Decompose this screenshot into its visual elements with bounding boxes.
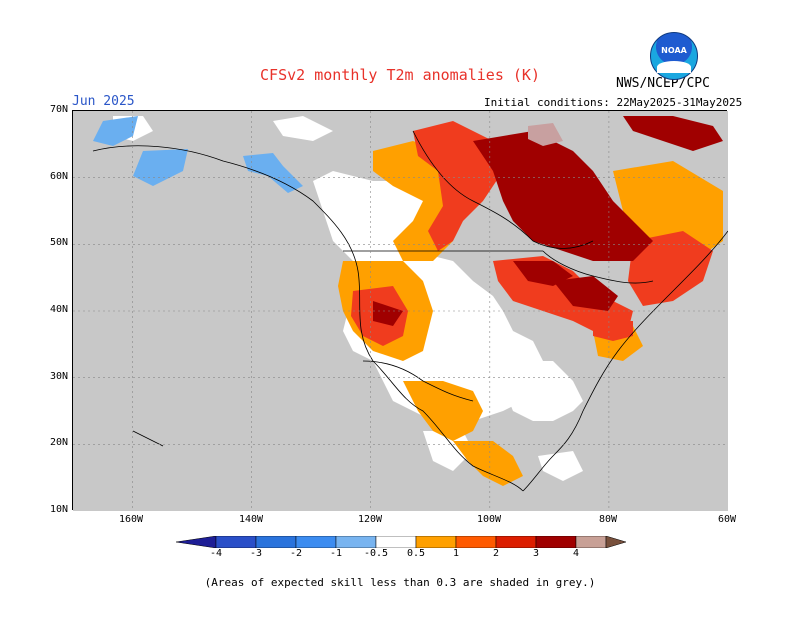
lat-tick-60n: 60N [49,171,68,182]
logo-bird-shape [657,61,691,73]
lon-tick-140w: 140W [238,514,264,525]
skill-footnote: (Areas of expected skill less than 0.3 a… [204,576,596,589]
cbar-label-p05: 0.5 [406,548,426,559]
lat-tick-50n: 50N [49,237,68,248]
lon-tick-100w: 100W [476,514,502,525]
cbar-bin-5 [375,536,417,548]
warm-anomaly-rose [528,123,563,146]
cbar-label-p1: 1 [452,548,460,559]
lon-tick-160w: 160W [118,514,144,525]
lat-tick-20n: 20N [49,437,68,448]
lon-tick-80w: 80W [598,514,618,525]
anomaly-map [72,110,729,511]
cbar-label-p3: 3 [532,548,540,559]
cbar-bin-1 [215,536,257,548]
cbar-bin-8 [495,536,537,548]
lat-tick-10n: 10N [49,504,68,515]
cbar-bin-10 [575,536,607,548]
cbar-label-p2: 2 [492,548,500,559]
cbar-bin-3 [295,536,337,548]
lat-tick-30n: 30N [49,371,68,382]
lat-tick-70n: 70N [49,104,68,115]
noaa-logo-icon: NOAA [650,32,698,80]
cbar-arrow-left [176,536,217,548]
cbar-label-m1: -1 [329,548,343,559]
initial-conditions: Initial conditions: 22May2025-31May2025 [484,96,743,109]
cbar-bin-6 [415,536,457,548]
logo-text: NOAA [661,46,687,55]
agency-label: NWS/NCEP/CPC [616,76,710,91]
color-bar [176,536,626,548]
cool-anomaly-regions [93,116,303,193]
cbar-label-p4: 4 [572,548,580,559]
lon-tick-120w: 120W [357,514,383,525]
cbar-bin-9 [535,536,577,548]
chart-title: CFSv2 monthly T2m anomalies (K) [260,66,540,84]
cbar-label-m4: -4 [209,548,223,559]
warm-anomaly-darkred [373,116,723,326]
warm-anomaly-orange [338,141,723,486]
cbar-bin-2 [255,536,297,548]
cbar-label-m3: -3 [249,548,263,559]
cbar-bin-4 [335,536,377,548]
coastlines [92,130,729,492]
warm-anomaly-red [351,121,713,346]
lon-tick-60w: 60W [717,514,737,525]
lat-tick-40n: 40N [49,304,68,315]
cbar-label-m2: -2 [289,548,303,559]
cbar-bin-7 [455,536,497,548]
graticule [73,111,728,511]
map-svg [73,111,729,511]
forecast-month: Jun 2025 [72,94,135,109]
cbar-label-m05: -0.5 [363,548,389,559]
cbar-arrow-right [605,536,626,548]
